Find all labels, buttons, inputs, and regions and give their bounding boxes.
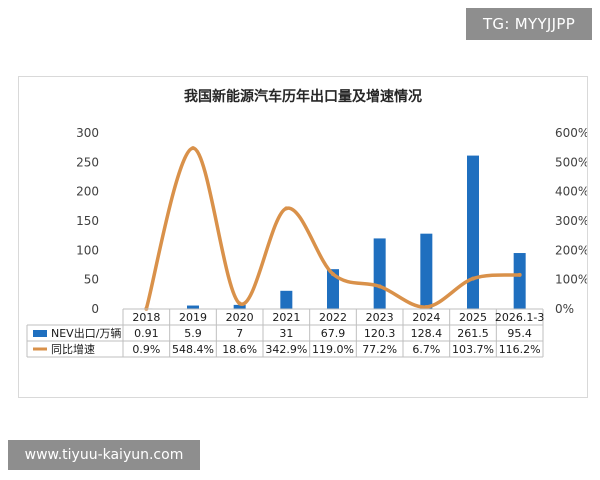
growth-point-2023	[377, 284, 382, 289]
legend-bar-label: NEV出口/万辆	[51, 326, 121, 340]
y-right-tick-label: 400%	[555, 185, 587, 199]
growth-point-2025	[471, 276, 475, 281]
category-label: 2021	[272, 311, 300, 324]
chart-svg: 我国新能源汽车历年出口量及增速情况 0 50 100 150 200 250 300 0% 10…	[26, 88, 587, 358]
bar-2026.1-3	[513, 253, 526, 309]
growth-point-2020	[237, 301, 242, 306]
data-table: 2018 2019 2020 2021 2022 2023 2024 2025 2026.1-3…	[26, 308, 544, 358]
bar-series	[140, 155, 526, 309]
growth-value-label: 342.9%	[265, 343, 307, 356]
chart-axes: 0 50 100 150 200 250 300 0% 100% 200% 300% 400% 500%…	[76, 126, 587, 316]
y-left-tick-label: 0	[91, 302, 99, 316]
category-label: 2020	[226, 311, 254, 324]
bar-value-label: 120.3	[364, 327, 396, 340]
bar-value-label: 5.9	[184, 327, 202, 340]
y-right-tick-label: 500%	[555, 155, 587, 169]
bar-value-label: 95.4	[507, 327, 532, 340]
legend-line-label: 同比增速	[51, 342, 95, 356]
category-label: 2025	[459, 311, 487, 324]
y-right-tick-label: 300%	[555, 214, 587, 228]
category-label: 2018	[132, 311, 160, 324]
bar-value-label: 67.9	[321, 327, 346, 340]
bar-2022	[327, 269, 339, 309]
y-right-tick-label: 0%	[555, 302, 574, 316]
y-left-tick-label: 150	[76, 214, 99, 228]
growth-value-label: 6.7%	[412, 343, 440, 356]
growth-point-2022	[331, 272, 335, 277]
line-series	[144, 146, 522, 311]
watermark-top: TG: MYYJJPP	[466, 8, 592, 40]
category-label: 2019	[179, 311, 207, 324]
growth-value-label: 18.6%	[222, 343, 257, 356]
y-left-tick-label: 250	[76, 155, 99, 169]
bar-value-label: 128.4	[411, 327, 443, 340]
growth-point-2019	[191, 146, 195, 151]
y-right-tick-label: 200%	[555, 243, 587, 257]
bar-2021	[280, 290, 293, 309]
legend-bar-swatch	[33, 330, 47, 337]
bar-2020	[233, 304, 246, 309]
watermark-bottom: www.tiyuu-kaiyun.com	[8, 440, 200, 470]
bar-value-label: 0.91	[134, 327, 159, 340]
growth-value-label: 0.9%	[132, 343, 160, 356]
bar-2019	[187, 305, 199, 309]
growth-value-label: 77.2%	[362, 343, 397, 356]
growth-value-label: 119.0%	[312, 343, 354, 356]
bar-value-label: 261.5	[457, 327, 489, 340]
y-left-tick-label: 100	[76, 243, 99, 257]
growth-value-label: 548.4%	[172, 343, 214, 356]
growth-value-label: 116.2%	[499, 343, 541, 356]
category-label: 2024	[412, 311, 440, 324]
y-left-tick-label: 200	[76, 185, 99, 199]
y-left-tick-label: 300	[76, 126, 99, 140]
bar-2024	[420, 233, 433, 309]
growth-point-2026.1-3	[517, 272, 522, 277]
y-left-tick-label: 50	[84, 273, 99, 287]
category-label: 2026.1-3	[495, 311, 544, 324]
category-label: 2023	[366, 311, 394, 324]
category-label: 2022	[319, 311, 347, 324]
y-right-tick-label: 600%	[555, 126, 587, 140]
growth-value-label: 103.7%	[452, 343, 494, 356]
chart-title: 我国新能源汽车历年出口量及增速情况	[184, 88, 422, 105]
bar-value-label: 31	[279, 327, 293, 340]
growth-point-2021	[284, 206, 289, 211]
y-right-tick-label: 100%	[555, 273, 587, 287]
bar-value-label: 7	[236, 327, 243, 340]
growth-point-2024	[424, 305, 429, 310]
bar-2023	[373, 238, 386, 309]
bar-2025	[467, 155, 479, 309]
chart-card: 我国新能源汽车历年出口量及增速情况 0 50 100 150 200 250 300 0% 10…	[18, 76, 588, 398]
